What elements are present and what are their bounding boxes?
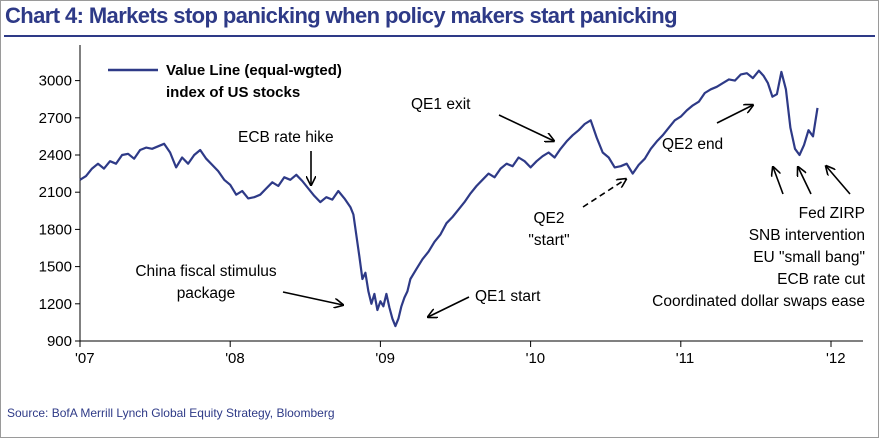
- y-tick-label: 900: [47, 333, 72, 350]
- arrow-china: [282, 291, 343, 305]
- chart-title: Chart 4: Markets stop panicking when pol…: [5, 3, 678, 28]
- annotation-fed-list: EU "small bang": [753, 249, 865, 266]
- x-tick-label: '08: [225, 350, 245, 367]
- x-tick-label: '09: [375, 350, 395, 367]
- y-tick-label: 2700: [39, 110, 72, 127]
- annotation-china: package: [177, 285, 236, 302]
- arrow-qe2-end: [716, 105, 753, 124]
- annotations: ECB rate hike China fiscal stimulus packag…: [135, 96, 866, 317]
- y-tick-label: 1200: [39, 296, 72, 313]
- annotation-fed-list: Coordinated dollar swaps ease: [652, 293, 865, 310]
- x-tick-label: '07: [75, 350, 95, 367]
- title-rule: [4, 35, 875, 37]
- arrow-qe1-exit: [498, 114, 554, 141]
- y-tick-label: 3000: [39, 73, 72, 90]
- arrow-fed-3: [773, 167, 784, 195]
- series-line-value-line: [79, 69, 819, 328]
- legend: Value Line (equal-wgted) index of US stoc…: [108, 62, 342, 101]
- line-chart: 900 1200 1500 1800 2100 2400 2700 3000 '07 '08 '09…: [39, 45, 866, 367]
- annotation-china: China fiscal stimulus: [135, 263, 277, 280]
- annotation-qe1-start: QE1 start: [475, 288, 541, 305]
- y-tick-label: 1500: [39, 259, 72, 276]
- legend-label: Value Line (equal-wgted): [166, 62, 342, 79]
- annotation-qe2-start: "start": [528, 232, 569, 249]
- annotation-fed-list: ECB rate cut: [777, 271, 866, 288]
- x-tick-label: '12: [826, 350, 846, 367]
- arrow-fed-2: [798, 167, 812, 195]
- annotation-qe1-exit: QE1 exit: [411, 96, 471, 113]
- x-tick-label: '10: [526, 350, 546, 367]
- source-note: Source: BofA Merrill Lynch Global Equity…: [7, 406, 335, 420]
- y-tick-label: 2400: [39, 147, 72, 164]
- legend-label: index of US stocks: [166, 84, 300, 101]
- annotation-qe2-end: QE2 end: [662, 136, 723, 153]
- x-tick-label: '11: [676, 350, 694, 367]
- arrow-qe2-start: [582, 179, 626, 208]
- y-tick-label: 1800: [39, 221, 72, 238]
- y-tick-label: 2100: [39, 184, 72, 201]
- annotation-fed-list: SNB intervention: [749, 227, 865, 244]
- annotation-ecb-hike: ECB rate hike: [238, 129, 334, 146]
- arrow-fed-1: [826, 166, 851, 195]
- arrow-qe1-start: [428, 296, 470, 317]
- axes: 900 1200 1500 1800 2100 2400 2700 3000 '07 '08 '09…: [39, 45, 863, 367]
- annotation-fed-list: Fed ZIRP: [799, 205, 865, 222]
- annotation-qe2-start: QE2: [533, 210, 564, 227]
- series-layer: [79, 69, 819, 328]
